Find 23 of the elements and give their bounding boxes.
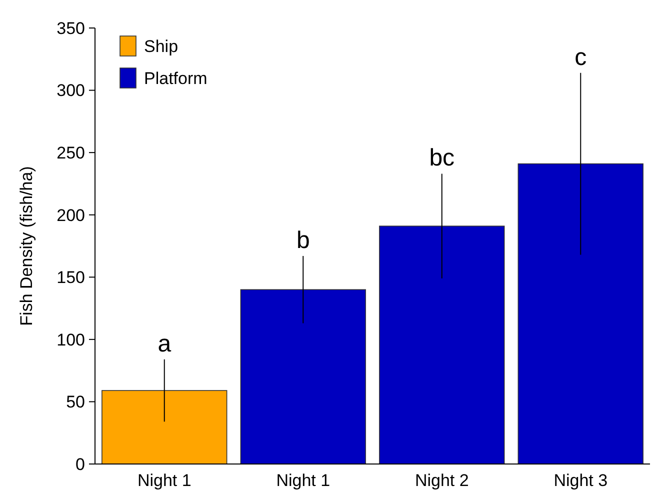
annotation: c <box>574 44 587 71</box>
annotation: a <box>158 330 172 358</box>
legend-label: Ship <box>144 36 178 56</box>
y-tick-label: 200 <box>56 206 85 225</box>
bar <box>240 289 366 464</box>
y-tick-label: 100 <box>56 330 85 350</box>
y-tick-label: 300 <box>56 81 85 100</box>
x-tick-label: Night 3 <box>554 471 608 490</box>
bar <box>102 390 228 464</box>
y-tick-label: 0 <box>76 454 85 474</box>
bar <box>379 226 505 464</box>
y-axis-title: Fish Density (fish/ha) <box>17 166 36 326</box>
x-tick-label: Night 1 <box>276 471 330 490</box>
annotation: b <box>296 226 310 254</box>
y-tick-label: 350 <box>56 18 85 38</box>
bar <box>518 163 644 464</box>
x-tick-label: Night 1 <box>137 471 192 490</box>
annotation: bc <box>429 144 455 172</box>
y-tick-label: 250 <box>56 144 85 163</box>
y-tick-label: 150 <box>56 268 85 288</box>
y-tick-label: 50 <box>66 392 85 412</box>
x-tick-label: Night 2 <box>414 471 469 490</box>
legend-label: Platform <box>144 68 208 88</box>
